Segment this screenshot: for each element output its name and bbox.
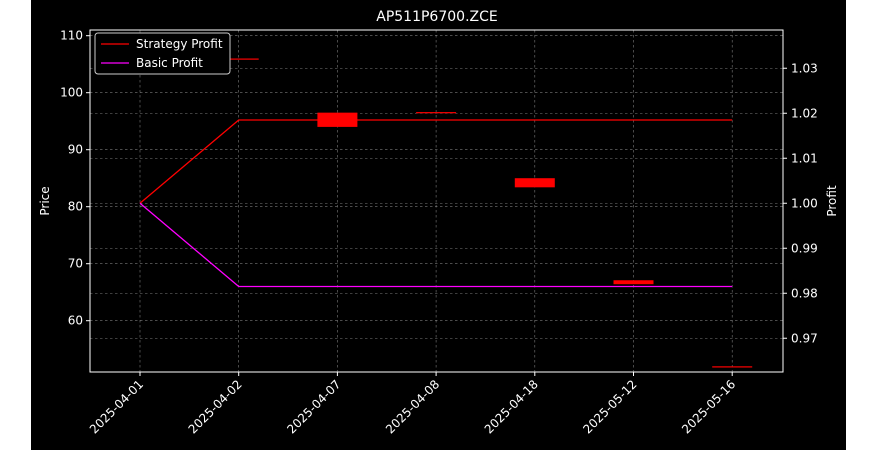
series-line-basic-profit (139, 202, 733, 288)
candle-body (712, 366, 753, 368)
x-tick-label: 2025-04-02 (186, 377, 245, 436)
chart-title: AP511P6700.ZCE (376, 9, 497, 25)
left-y-tick-label: 60 (68, 314, 83, 328)
left-y-tick-label: 80 (68, 200, 83, 214)
x-tick-label: 2025-05-12 (580, 377, 639, 436)
right-y-axis-label: Profit (825, 185, 839, 217)
x-axis: 2025-04-01 2025-04-02 2025-04-07 2025-04-08… (87, 372, 738, 436)
left-y-tick-label: 110 (60, 29, 83, 43)
legend: Strategy Profit Basic Profit (94, 32, 231, 75)
legend-label-basic-profit: Basic Profit (136, 56, 203, 70)
right-y-tick-label: 0.97 (791, 331, 818, 345)
x-tick-label: 2025-04-18 (482, 377, 541, 436)
candle-body (416, 112, 457, 114)
right-y-tick-label: 1.00 (791, 196, 818, 210)
left-y-axis: 60 70 80 90 100 110 (60, 29, 90, 328)
x-tick-label: 2025-05-16 (679, 377, 738, 436)
legend-box (94, 32, 231, 75)
right-y-tick-label: 1.03 (791, 61, 818, 75)
left-y-tick-label: 90 (68, 143, 83, 157)
right-y-tick-label: 0.98 (791, 286, 818, 300)
right-y-axis: 0.97 0.98 0.99 1.00 1.01 1.02 1.03 (783, 61, 818, 345)
profit-lines (139, 119, 733, 288)
legend-label-strategy-profit: Strategy Profit (136, 37, 223, 51)
candle-body (514, 178, 555, 188)
candle-body (218, 58, 259, 60)
right-y-tick-label: 0.99 (791, 241, 818, 255)
x-tick-label: 2025-04-07 (284, 377, 343, 436)
left-y-tick-label: 100 (60, 86, 83, 100)
grid-lines (90, 30, 783, 372)
chart-figure: AP511P6700.ZCE 60 70 80 90 100 110 0.97 0.98 0.… (31, 0, 846, 450)
left-y-axis-label: Price (38, 186, 52, 215)
x-tick-label: 2025-04-08 (383, 377, 442, 436)
series-line-strategy-profit (139, 119, 733, 204)
left-y-tick-label: 70 (68, 257, 83, 271)
right-y-tick-label: 1.01 (791, 151, 818, 165)
right-y-tick-label: 1.02 (791, 106, 818, 120)
x-tick-label: 2025-04-01 (87, 377, 146, 436)
candle-body (613, 280, 654, 285)
price-candles (218, 58, 753, 368)
